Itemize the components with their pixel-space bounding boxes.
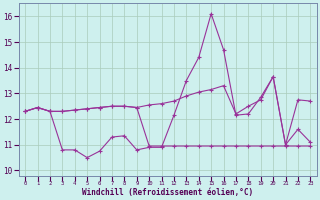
X-axis label: Windchill (Refroidissement éolien,°C): Windchill (Refroidissement éolien,°C)	[82, 188, 253, 197]
